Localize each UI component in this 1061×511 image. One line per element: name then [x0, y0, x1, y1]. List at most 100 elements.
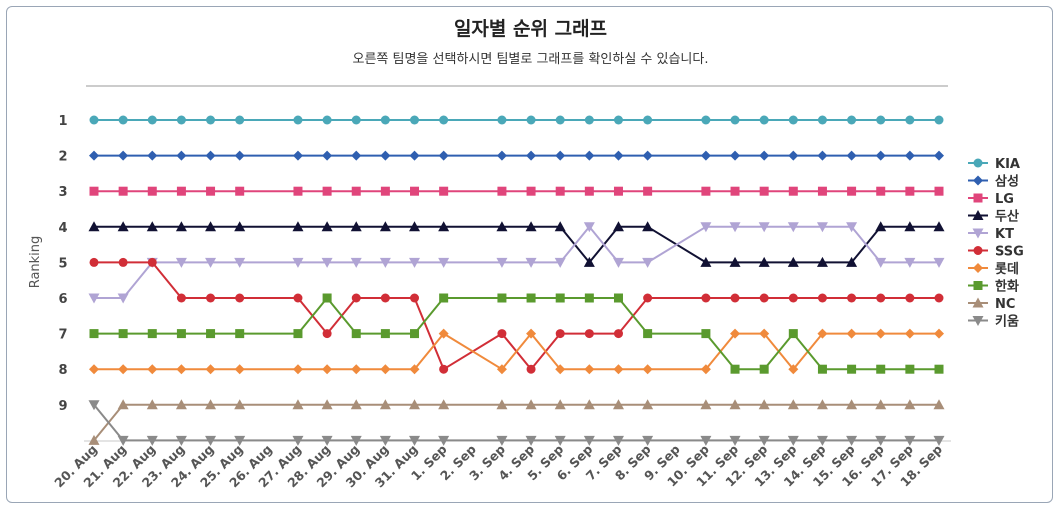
- data-point-KIA[interactable]: [905, 115, 915, 125]
- data-point-LG[interactable]: [643, 186, 653, 196]
- data-point-KIA[interactable]: [817, 115, 827, 125]
- data-point-LG[interactable]: [410, 186, 420, 196]
- data-point-삼성[interactable]: [526, 150, 537, 161]
- data-point-NC[interactable]: [205, 399, 217, 410]
- data-point-한화[interactable]: [730, 364, 740, 374]
- data-point-KIA[interactable]: [701, 115, 711, 125]
- data-point-SSG[interactable]: [118, 257, 128, 267]
- data-point-롯데[interactable]: [292, 364, 303, 375]
- data-point-두산[interactable]: [583, 256, 595, 267]
- data-point-KIA[interactable]: [730, 115, 740, 125]
- data-point-LG[interactable]: [89, 186, 99, 196]
- data-point-한화[interactable]: [176, 329, 186, 339]
- data-point-키움[interactable]: [700, 435, 712, 446]
- data-point-SSG[interactable]: [555, 329, 565, 339]
- data-point-KT[interactable]: [321, 257, 333, 268]
- data-point-키움[interactable]: [234, 435, 246, 446]
- data-point-삼성[interactable]: [788, 150, 799, 161]
- data-point-NC[interactable]: [554, 399, 566, 410]
- data-point-키움[interactable]: [379, 435, 391, 446]
- data-point-NC[interactable]: [88, 434, 100, 445]
- data-point-한화[interactable]: [410, 329, 420, 339]
- data-point-키움[interactable]: [904, 435, 916, 446]
- series-line-두산[interactable]: [94, 225, 939, 264]
- data-point-롯데[interactable]: [759, 328, 770, 339]
- data-point-두산[interactable]: [379, 221, 391, 232]
- data-point-삼성[interactable]: [555, 150, 566, 161]
- data-point-LG[interactable]: [584, 186, 594, 196]
- data-point-한화[interactable]: [497, 293, 507, 303]
- data-point-LG[interactable]: [118, 186, 128, 196]
- data-point-한화[interactable]: [439, 293, 449, 303]
- data-point-삼성[interactable]: [205, 150, 216, 161]
- data-point-NC[interactable]: [583, 399, 595, 410]
- data-point-두산[interactable]: [642, 221, 654, 232]
- data-point-SSG[interactable]: [147, 257, 157, 267]
- data-point-키움[interactable]: [875, 435, 887, 446]
- data-point-롯데[interactable]: [496, 364, 507, 375]
- data-point-롯데[interactable]: [555, 364, 566, 375]
- series-line-키움[interactable]: [93, 404, 939, 442]
- data-point-KT[interactable]: [409, 257, 421, 268]
- data-point-LG[interactable]: [439, 186, 449, 196]
- data-point-한화[interactable]: [847, 364, 857, 374]
- data-point-NC[interactable]: [612, 399, 624, 410]
- data-point-KT[interactable]: [583, 222, 595, 233]
- data-point-삼성[interactable]: [759, 150, 770, 161]
- data-point-한화[interactable]: [613, 293, 623, 303]
- data-point-한화[interactable]: [89, 329, 99, 339]
- data-point-SSG[interactable]: [526, 364, 536, 374]
- series-line-한화[interactable]: [94, 297, 939, 371]
- data-point-LG[interactable]: [235, 186, 245, 196]
- data-point-KT[interactable]: [933, 257, 945, 268]
- data-point-KIA[interactable]: [176, 115, 186, 125]
- data-point-LG[interactable]: [730, 186, 740, 196]
- data-point-삼성[interactable]: [118, 150, 129, 161]
- data-point-KT[interactable]: [904, 257, 916, 268]
- legend-item-NC[interactable]: NC: [968, 297, 1015, 312]
- data-point-SSG[interactable]: [730, 293, 740, 303]
- data-point-LG[interactable]: [351, 186, 361, 196]
- data-point-KIA[interactable]: [322, 115, 332, 125]
- data-point-롯데[interactable]: [234, 364, 245, 375]
- data-point-LG[interactable]: [293, 186, 303, 196]
- data-point-삼성[interactable]: [380, 150, 391, 161]
- data-point-SSG[interactable]: [235, 293, 245, 303]
- data-point-LG[interactable]: [788, 186, 798, 196]
- data-point-두산[interactable]: [875, 221, 887, 232]
- data-point-한화[interactable]: [876, 364, 886, 374]
- data-point-롯데[interactable]: [118, 364, 129, 375]
- data-point-NC[interactable]: [933, 399, 945, 410]
- data-point-두산[interactable]: [554, 221, 566, 232]
- data-point-두산[interactable]: [787, 256, 799, 267]
- data-point-키움[interactable]: [292, 435, 304, 446]
- data-point-키움[interactable]: [816, 435, 828, 446]
- data-point-KIA[interactable]: [788, 115, 798, 125]
- data-point-키움[interactable]: [496, 435, 508, 446]
- data-point-롯데[interactable]: [613, 364, 624, 375]
- series-line-SSG[interactable]: [94, 261, 939, 371]
- data-point-한화[interactable]: [235, 329, 245, 339]
- data-point-SSG[interactable]: [788, 293, 798, 303]
- data-point-한화[interactable]: [555, 293, 565, 303]
- data-point-롯데[interactable]: [147, 364, 158, 375]
- data-point-두산[interactable]: [321, 221, 333, 232]
- data-point-삼성[interactable]: [234, 150, 245, 161]
- data-point-SSG[interactable]: [643, 293, 653, 303]
- data-point-NC[interactable]: [787, 399, 799, 410]
- data-point-삼성[interactable]: [496, 150, 507, 161]
- data-point-KT[interactable]: [816, 222, 828, 233]
- data-point-SSG[interactable]: [934, 293, 944, 303]
- legend-item-KIA[interactable]: KIA: [968, 157, 1020, 172]
- data-point-SSG[interactable]: [89, 257, 99, 267]
- data-point-롯데[interactable]: [846, 328, 857, 339]
- data-point-SSG[interactable]: [293, 293, 303, 303]
- data-point-KT[interactable]: [525, 257, 537, 268]
- data-point-두산[interactable]: [146, 221, 158, 232]
- legend-item-LG[interactable]: LG: [968, 192, 1014, 207]
- data-point-SSG[interactable]: [322, 329, 332, 339]
- data-point-LG[interactable]: [905, 186, 915, 196]
- data-point-SSG[interactable]: [410, 293, 420, 303]
- data-point-두산[interactable]: [612, 221, 624, 232]
- data-point-SSG[interactable]: [351, 293, 361, 303]
